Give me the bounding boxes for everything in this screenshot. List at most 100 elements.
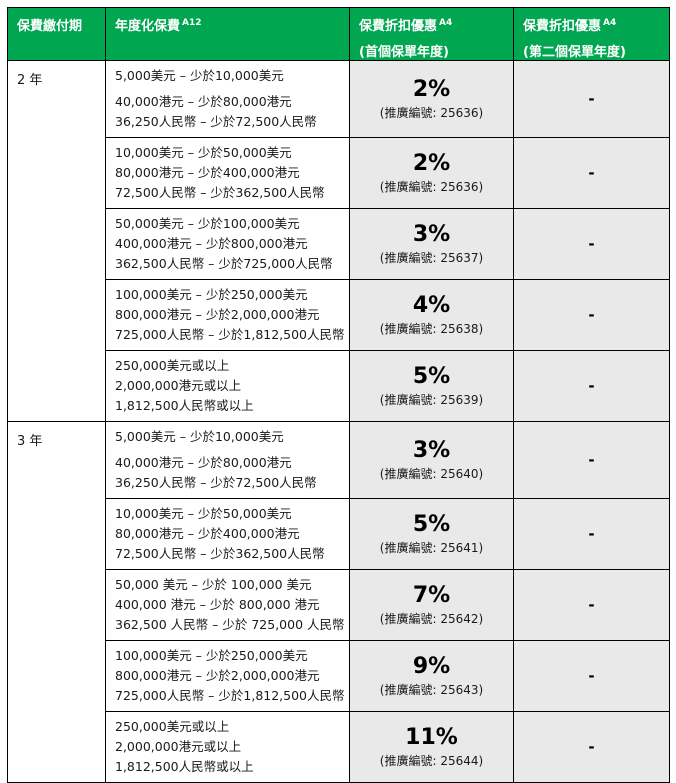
premium-range-cell: 50,000美元 – 少於100,000美元 400,000港元 – 少於800…: [105, 208, 350, 280]
discount-percent: 4%: [412, 293, 451, 318]
premium-line-hkd: 2,000,000港元或以上: [115, 739, 242, 754]
header-title: 保費折扣優惠: [359, 19, 438, 34]
promo-code: (推廣編號: 25640): [379, 467, 484, 481]
table-row: 10,000美元 – 少於50,000美元 80,000港元 – 少於400,0…: [8, 498, 670, 570]
premium-line-rmb: 36,250人民幣 – 少於72,500人民幣: [115, 114, 317, 129]
premium-line-rmb: 725,000人民幣 – 少於1,812,500人民幣: [115, 688, 345, 703]
premium-range-cell: 250,000美元或以上 2,000,000港元或以上 1,812,500人民幣…: [105, 350, 350, 422]
discount-year1-cell: 2% (推廣編號: 25636): [349, 137, 514, 209]
table-row: 10,000美元 – 少於50,000美元 80,000港元 – 少於400,0…: [8, 137, 670, 209]
header-row: 保費繳付期 年度化保費 A12 保費折扣優惠 A4 (首個保單年度) 保費折扣優惠 A…: [7, 7, 670, 61]
premium-line-hkd: 80,000港元 – 少於400,000港元: [115, 165, 300, 180]
promo-code: (推廣編號: 25642): [379, 612, 484, 626]
premium-line-usd: 100,000美元 – 少於250,000美元: [115, 648, 308, 663]
header-title: 保費繳付期: [17, 19, 83, 34]
premium-line-hkd: 400,000 港元 – 少於 800,000 港元: [115, 597, 320, 612]
premium-line-rmb: 725,000人民幣 – 少於1,812,500人民幣: [115, 327, 345, 342]
premium-line-usd: 10,000美元 – 少於50,000美元: [115, 506, 292, 521]
col-header-payment-period: 保費繳付期: [7, 7, 106, 61]
discount-year1-cell: 2% (推廣編號: 25636): [349, 60, 514, 138]
header-title: 保費折扣優惠: [523, 19, 602, 34]
table-row: 3 年 5,000美元 – 少於10,000美元 40,000港元 – 少於80…: [7, 421, 670, 783]
premium-line-rmb: 362,500人民幣 – 少於725,000人民幣: [115, 256, 333, 271]
premium-line-usd: 100,000美元 – 少於250,000美元: [115, 287, 308, 302]
discount-year1-cell: 4% (推廣編號: 25638): [349, 279, 514, 351]
premium-line-rmb: 362,500 人民幣 – 少於 725,000 人民幣: [115, 617, 345, 632]
promo-code: (推廣編號: 25637): [379, 251, 484, 265]
discount-percent: 3%: [412, 438, 451, 463]
discount-year1-cell: 3% (推廣編號: 25637): [349, 208, 514, 280]
header-subtitle: (第二個保單年度): [523, 45, 626, 60]
premium-discount-table: 保費繳付期 年度化保費 A12 保費折扣優惠 A4 (首個保單年度) 保費折扣優惠 A…: [7, 7, 670, 783]
discount-year1-cell: 7% (推廣編號: 25642): [349, 569, 514, 641]
premium-range-cell: 5,000美元 – 少於10,000美元 40,000港元 – 少於80,000…: [105, 421, 350, 499]
premium-line-rmb: 72,500人民幣 – 少於362,500人民幣: [115, 546, 325, 561]
header-superscript: A4: [439, 17, 453, 28]
premium-line-rmb: 36,250人民幣 – 少於72,500人民幣: [115, 475, 317, 490]
premium-line-hkd: 800,000港元 – 少於2,000,000港元: [115, 307, 320, 322]
discount-percent: 2%: [412, 77, 451, 102]
premium-line-hkd: 800,000港元 – 少於2,000,000港元: [115, 668, 320, 683]
premium-line-usd: 50,000 美元 – 少於 100,000 美元: [115, 577, 312, 592]
discount-year2-cell: -: [513, 711, 670, 783]
premium-line-hkd: 40,000港元 – 少於80,000港元: [115, 455, 292, 470]
discount-percent: 11%: [405, 725, 458, 750]
premium-line-usd: 10,000美元 – 少於50,000美元: [115, 145, 292, 160]
promo-code: (推廣編號: 25643): [379, 683, 484, 697]
discount-percent: 5%: [412, 364, 451, 389]
premium-range-cell: 100,000美元 – 少於250,000美元 800,000港元 – 少於2,…: [105, 640, 350, 712]
discount-year2-cell: -: [513, 640, 670, 712]
discount-percent: 5%: [412, 512, 451, 537]
premium-line-rmb: 72,500人民幣 – 少於362,500人民幣: [115, 185, 325, 200]
discount-year2-cell: -: [513, 498, 670, 570]
premium-range-cell: 10,000美元 – 少於50,000美元 80,000港元 – 少於400,0…: [105, 137, 350, 209]
discount-percent: 9%: [412, 654, 451, 679]
premium-line-usd: 50,000美元 – 少於100,000美元: [115, 216, 300, 231]
premium-range-cell: 5,000美元 – 少於10,000美元 40,000港元 – 少於80,000…: [105, 60, 350, 138]
table-row: 50,000 美元 – 少於 100,000 美元 400,000 港元 – 少…: [8, 569, 670, 641]
discount-year1-cell: 9% (推廣編號: 25643): [349, 640, 514, 712]
discount-percent: 7%: [412, 583, 451, 608]
discount-year1-cell: 3% (推廣編號: 25640): [349, 421, 514, 499]
discount-year2-cell: -: [513, 208, 670, 280]
discount-year2-cell: -: [513, 421, 670, 499]
col-header-discount-second-year: 保費折扣優惠 A4 (第二個保單年度): [513, 7, 670, 61]
discount-percent: 2%: [412, 151, 451, 176]
col-header-annualized-premium: 年度化保費 A12: [105, 7, 350, 61]
header-superscript: A12: [182, 17, 202, 28]
premium-range-cell: 50,000 美元 – 少於 100,000 美元 400,000 港元 – 少…: [105, 569, 350, 641]
premium-line-hkd: 40,000港元 – 少於80,000港元: [115, 94, 292, 109]
premium-line-hkd: 80,000港元 – 少於400,000港元: [115, 526, 300, 541]
promo-code: (推廣編號: 25638): [379, 322, 484, 336]
discount-year2-cell: -: [513, 60, 670, 138]
discount-percent: 3%: [412, 222, 451, 247]
discount-year1-cell: 11% (推廣編號: 25644): [349, 711, 514, 783]
document-page: 保費繳付期 年度化保費 A12 保費折扣優惠 A4 (首個保單年度) 保費折扣優惠 A…: [7, 7, 670, 783]
header-title: 年度化保費: [115, 19, 181, 34]
discount-year1-cell: 5% (推廣編號: 25641): [349, 498, 514, 570]
premium-line-usd: 5,000美元 – 少於10,000美元: [115, 429, 284, 444]
discount-year1-cell: 5% (推廣編號: 25639): [349, 350, 514, 422]
table-row: 100,000美元 – 少於250,000美元 800,000港元 – 少於2,…: [8, 279, 670, 351]
premium-line-hkd: 400,000港元 – 少於800,000港元: [115, 236, 308, 251]
premium-line-usd: 250,000美元或以上: [115, 358, 230, 373]
premium-range-cell: 10,000美元 – 少於50,000美元 80,000港元 – 少於400,0…: [105, 498, 350, 570]
premium-line-usd: 250,000美元或以上: [115, 719, 230, 734]
promo-code: (推廣編號: 25636): [379, 106, 484, 120]
table-row: 100,000美元 – 少於250,000美元 800,000港元 – 少於2,…: [8, 640, 670, 712]
premium-range-cell: 250,000美元或以上 2,000,000港元或以上 1,812,500人民幣…: [105, 711, 350, 783]
header-superscript: A4: [603, 17, 617, 28]
premium-line-rmb: 1,812,500人民幣或以上: [115, 398, 254, 413]
premium-range-cell: 100,000美元 – 少於250,000美元 800,000港元 – 少於2,…: [105, 279, 350, 351]
col-header-discount-first-year: 保費折扣優惠 A4 (首個保單年度): [349, 7, 514, 61]
table-row: 2 年 5,000美元 – 少於10,000美元 40,000港元 – 少於80…: [7, 60, 670, 422]
promo-code: (推廣編號: 25641): [379, 541, 484, 555]
promo-code: (推廣編號: 25636): [379, 180, 484, 194]
header-subtitle: (首個保單年度): [359, 45, 449, 60]
period-cell: 2 年: [7, 60, 106, 422]
discount-year2-cell: -: [513, 279, 670, 351]
table-row: 50,000美元 – 少於100,000美元 400,000港元 – 少於800…: [8, 208, 670, 280]
table-row: 250,000美元或以上 2,000,000港元或以上 1,812,500人民幣…: [8, 350, 670, 422]
discount-year2-cell: -: [513, 137, 670, 209]
promo-code: (推廣編號: 25639): [379, 393, 484, 407]
